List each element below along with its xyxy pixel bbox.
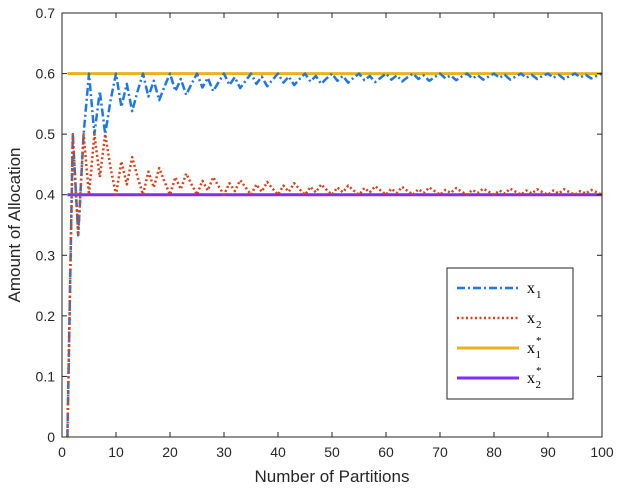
- legend-entry: x* 1: [527, 335, 542, 361]
- x-tick-label: 90: [540, 444, 556, 460]
- x-tick-label: 60: [378, 444, 394, 460]
- x-axis-label: Number of Partitions: [255, 467, 410, 486]
- y-tick-label: 0.1: [36, 368, 56, 384]
- series-line-x1: [66, 72, 603, 438]
- x-tick-label: 50: [324, 444, 340, 460]
- y-tick-label: 0.6: [36, 66, 56, 82]
- x-tick-label: 70: [432, 444, 448, 460]
- x-tick-label: 0: [58, 444, 66, 460]
- y-tick-label: 0.4: [36, 187, 56, 203]
- x-tick-label: 20: [162, 444, 178, 460]
- x-tick-label: 30: [216, 444, 232, 460]
- y-axis-label: Amount of Allocation: [5, 148, 24, 303]
- x-tick-label: 40: [270, 444, 286, 460]
- y-tick-label: 0.3: [36, 247, 56, 263]
- series-layer: [66, 72, 603, 438]
- x-tick-label: 10: [108, 444, 124, 460]
- legend: x1 x2 x* 1 x* 2: [446, 267, 574, 400]
- y-tick-label: 0.2: [36, 308, 56, 324]
- x-tick-label: 80: [486, 444, 502, 460]
- x-tick-label: 100: [590, 444, 614, 460]
- series-line-x2: [66, 132, 603, 438]
- y-tick-label: 0: [47, 429, 55, 445]
- legend-entry: x* 2: [527, 365, 542, 391]
- y-tick-label: 0.5: [36, 126, 56, 142]
- y-tick-label: 0.7: [36, 5, 56, 21]
- legend-entry: x1: [527, 280, 542, 301]
- legend-entry: x2: [527, 310, 542, 331]
- axis-ticks: 0 10 20 30 40 50 60 70 80 90 100 0 0.1 0.2 0.3 0.4 0.5 0.…: [36, 5, 614, 460]
